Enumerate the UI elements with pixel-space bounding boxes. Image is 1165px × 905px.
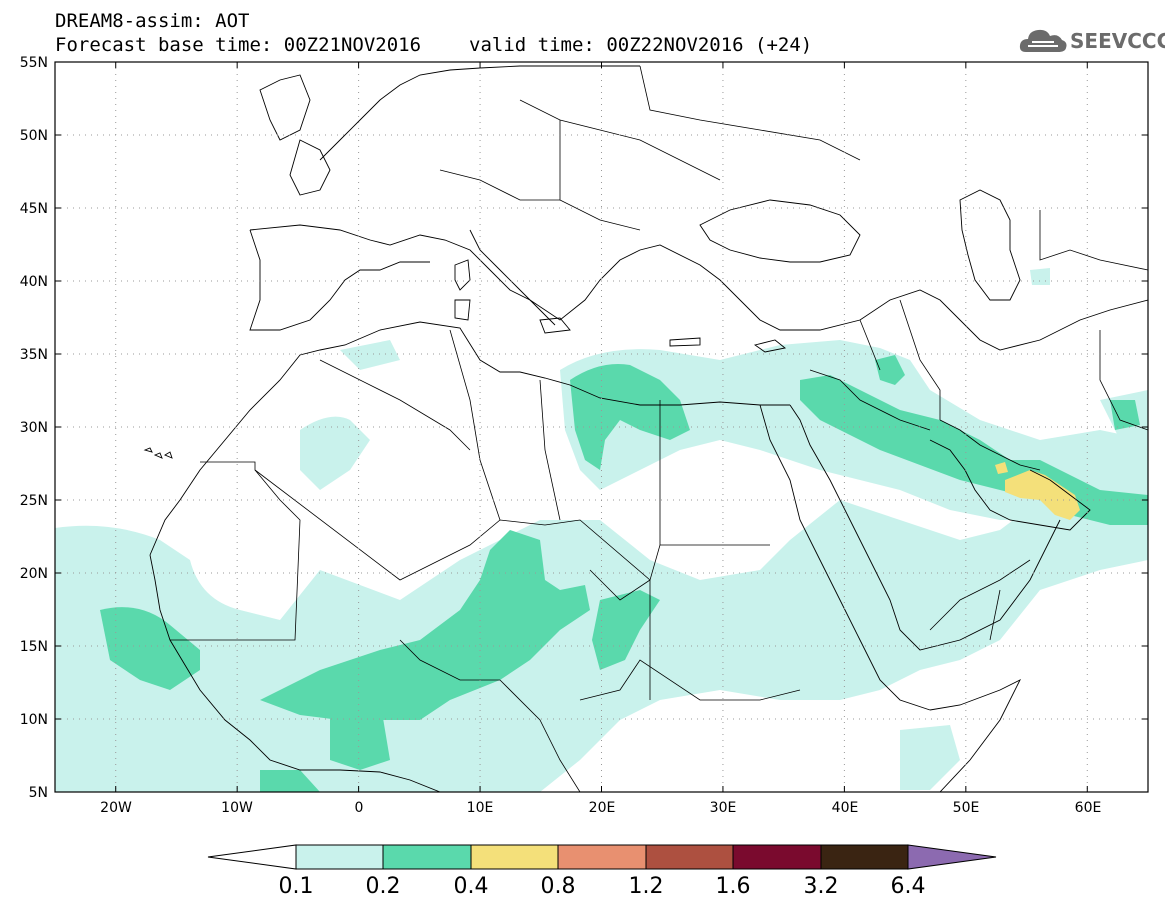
aot-level-0.4 <box>995 462 1080 520</box>
longitude-labels: 20W 10W 0 10E 20E 30E 40E 50E 60E <box>100 800 1101 816</box>
colorbar-label-0.4: 0.4 <box>454 874 489 899</box>
lon-label-50e: 50E <box>953 800 980 816</box>
colorbar-label-1.2: 1.2 <box>629 874 664 899</box>
lat-label-20n: 20N <box>20 566 48 582</box>
colorbar-box-6 <box>732 844 822 870</box>
coastlines <box>143 65 1148 792</box>
lat-label-25n: 25N <box>20 493 48 509</box>
colorbar: 0.1 0.2 0.4 0.8 1.2 1.6 3.2 6.4 <box>207 844 997 899</box>
lat-label-5n: 5N <box>29 785 48 801</box>
axis-ticks <box>55 61 1148 793</box>
lat-label-30n: 30N <box>20 420 48 436</box>
lat-label-55n: 55N <box>20 55 48 71</box>
lon-label-20w: 20W <box>100 800 132 816</box>
colorbar-label-0.1: 0.1 <box>279 874 314 899</box>
colorbar-box-2 <box>382 844 472 870</box>
lat-label-40n: 40N <box>20 274 48 290</box>
lat-label-45n: 45N <box>20 201 48 217</box>
lat-label-50n: 50N <box>20 128 48 144</box>
logo-text: SEEVCCC <box>1070 29 1165 53</box>
model-title: DREAM8-assim: AOT <box>55 10 250 32</box>
lon-label-0: 0 <box>355 800 364 816</box>
colorbar-box-3 <box>470 844 559 870</box>
colorbar-box-7 <box>820 844 909 870</box>
colorbar-label-3.2: 3.2 <box>804 874 839 899</box>
lon-label-10e: 10E <box>467 800 494 816</box>
lat-label-35n: 35N <box>20 347 48 363</box>
colorbar-box-4 <box>557 844 647 870</box>
latitude-labels: 55N 50N 45N 40N 35N 30N 25N 20N 15N 10N … <box>20 55 48 801</box>
lon-label-60e: 60E <box>1075 800 1102 816</box>
valid-time: valid time: 00Z22NOV2016 (+24) <box>469 34 813 56</box>
colorbar-label-6.4: 6.4 <box>891 874 926 899</box>
base-time: Forecast base time: 00Z21NOV2016 <box>55 34 422 56</box>
colorbar-box-5 <box>645 844 734 870</box>
lon-label-40e: 40E <box>832 800 859 816</box>
lat-label-10n: 10N <box>20 712 48 728</box>
time-info: Forecast base time: 00Z21NOV2016 valid ti… <box>55 34 812 56</box>
colorbar-over-arrow <box>907 844 997 870</box>
colorbar-label-0.8: 0.8 <box>541 874 576 899</box>
cloud-logo-icon <box>1019 29 1067 52</box>
lon-label-30e: 30E <box>710 800 737 816</box>
lon-label-20e: 20E <box>589 800 616 816</box>
colorbar-under-arrow <box>207 844 297 870</box>
gridlines <box>55 61 1148 793</box>
lon-label-10w: 10W <box>221 800 253 816</box>
seevccc-logo: SEEVCCC <box>1018 24 1165 58</box>
colorbar-label-1.6: 1.6 <box>716 874 751 899</box>
lat-label-15n: 15N <box>20 639 48 655</box>
colorbar-label-0.2: 0.2 <box>366 874 401 899</box>
colorbar-box-1 <box>295 844 384 870</box>
borders <box>170 65 1148 792</box>
